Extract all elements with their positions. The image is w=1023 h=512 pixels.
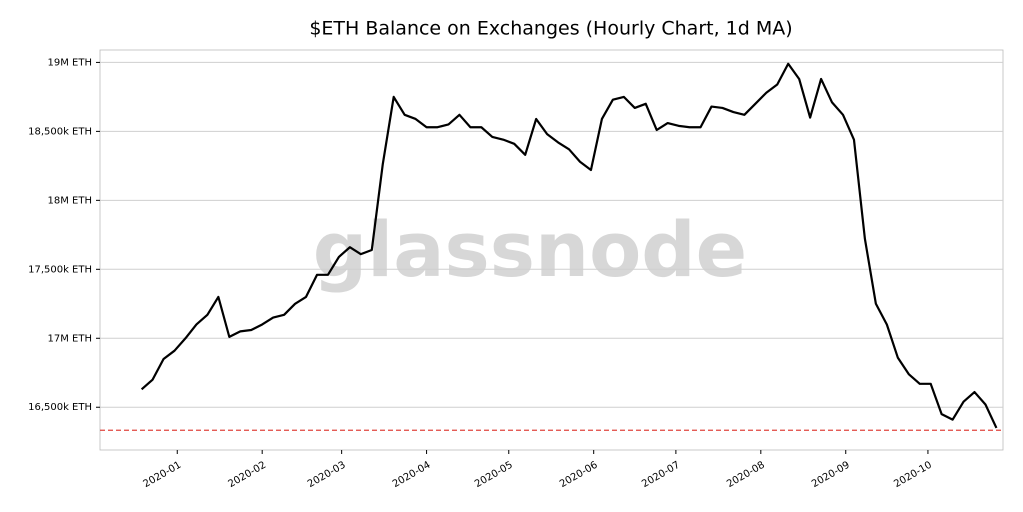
x-tick-label: 2020-07 — [640, 460, 682, 490]
y-tick-label: 17M ETH — [48, 333, 92, 344]
x-tick-label: 2020-09 — [810, 460, 852, 490]
x-tick-label: 2020-02 — [226, 460, 268, 490]
x-tick-label: 2020-04 — [391, 460, 433, 490]
x-tick-label: 2020-08 — [725, 460, 767, 490]
x-tick-label: 2020-01 — [142, 460, 184, 490]
y-tick-label: 19M ETH — [48, 57, 92, 68]
chart-title: $ETH Balance on Exchanges (Hourly Chart,… — [309, 18, 792, 40]
y-tick-label: 18M ETH — [48, 195, 92, 206]
data-line — [140, 62, 998, 429]
x-tick-label: 2020-10 — [892, 460, 934, 490]
watermark: glassnode — [313, 205, 747, 294]
y-tick-label: 16,500k ETH — [28, 402, 92, 413]
plot-frame — [99, 49, 1004, 451]
y-tick-label: 17,500k ETH — [28, 264, 92, 275]
x-tick-label: 2020-06 — [558, 460, 600, 490]
x-tick-label: 2020-03 — [306, 460, 348, 490]
x-tick-label: 2020-05 — [473, 460, 515, 490]
y-tick-label: 18,500k ETH — [28, 126, 92, 137]
